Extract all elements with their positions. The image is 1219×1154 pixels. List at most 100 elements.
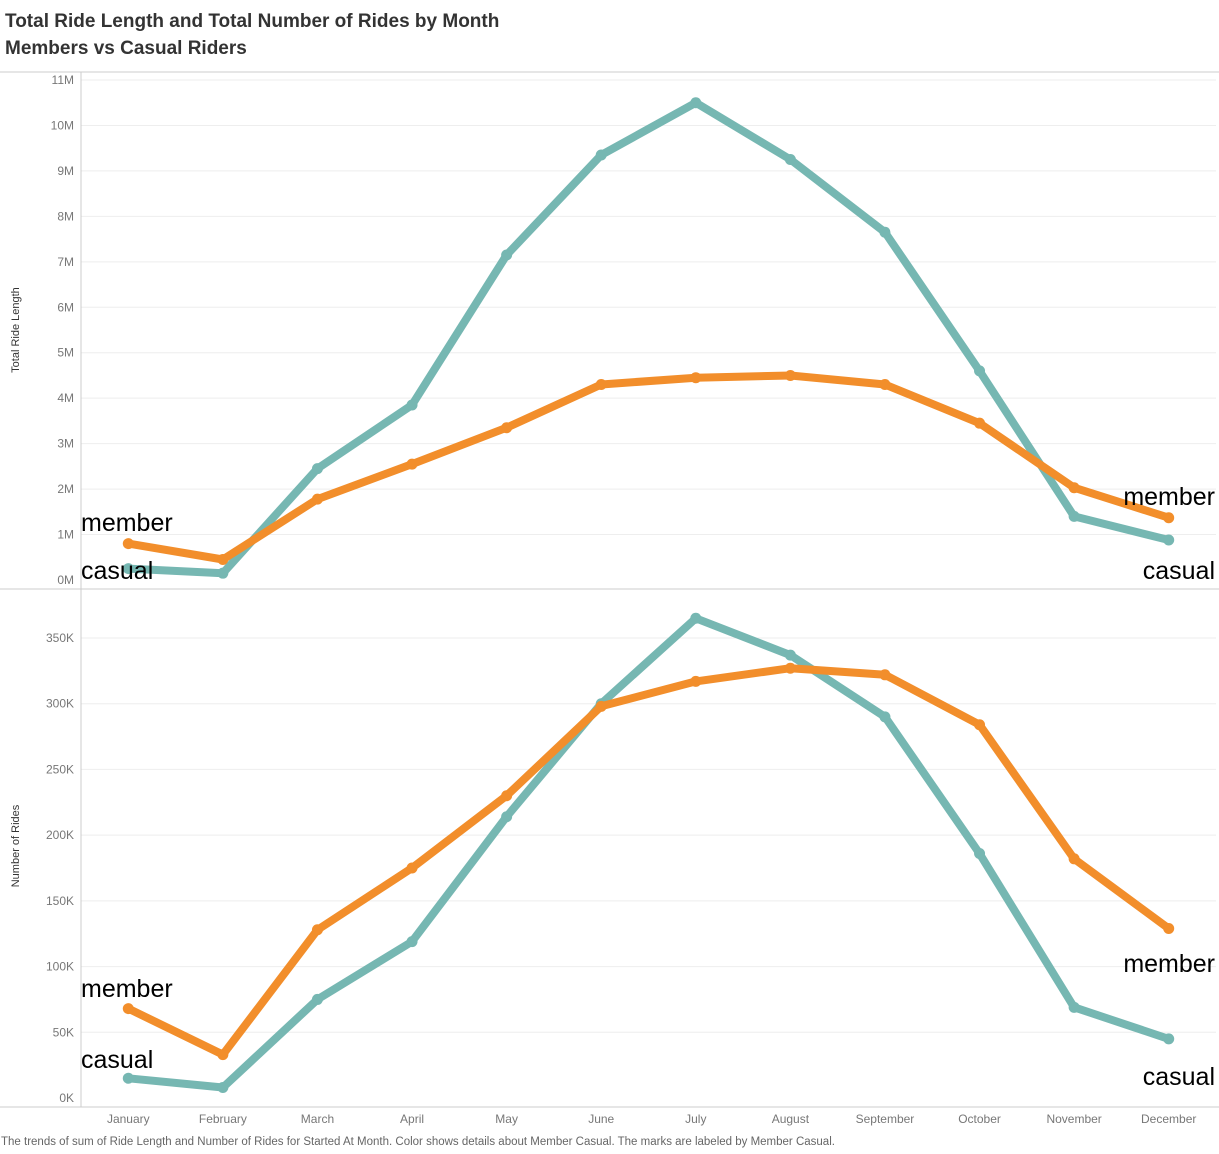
data-point-casual bbox=[1163, 534, 1175, 546]
data-point-casual bbox=[406, 399, 418, 411]
y-axis-title: Number of Rides bbox=[10, 804, 22, 887]
data-point-member bbox=[595, 700, 607, 712]
x-tick-label: June bbox=[588, 1112, 614, 1126]
data-point-member bbox=[501, 422, 513, 434]
series-label-member: member bbox=[1123, 483, 1215, 511]
data-point-member bbox=[311, 924, 323, 936]
y-tick-label: 150K bbox=[46, 894, 74, 908]
y-tick-label: 100K bbox=[46, 960, 74, 974]
y-tick-label: 11M bbox=[52, 73, 74, 87]
data-point-member bbox=[1068, 853, 1080, 865]
x-tick-label: July bbox=[685, 1112, 706, 1126]
series-line-casual bbox=[124, 614, 1173, 1092]
series-label-member: member bbox=[81, 509, 173, 537]
data-point-casual bbox=[784, 154, 796, 166]
data-point-casual bbox=[690, 97, 702, 109]
data-point-casual bbox=[784, 649, 796, 661]
y-tick-label: 2M bbox=[57, 482, 74, 496]
y-tick-label: 7M bbox=[57, 255, 74, 269]
x-tick-label: August bbox=[772, 1112, 810, 1126]
series-label-member: member bbox=[81, 975, 173, 1003]
data-point-casual bbox=[690, 612, 702, 624]
y-tick-label: 8M bbox=[57, 209, 74, 223]
data-point-member bbox=[311, 493, 323, 505]
series-label-casual: casual bbox=[1143, 1063, 1215, 1091]
data-point-member bbox=[784, 369, 796, 381]
data-point-casual bbox=[311, 993, 323, 1005]
title-line-2: Members vs Casual Riders bbox=[5, 38, 247, 59]
series-label-casual: casual bbox=[81, 557, 153, 585]
x-tick-label: March bbox=[301, 1112, 334, 1126]
x-tick-label: January bbox=[107, 1112, 150, 1126]
data-point-member bbox=[1163, 512, 1175, 524]
data-point-member bbox=[879, 379, 891, 391]
x-tick-label: December bbox=[1141, 1112, 1196, 1126]
data-point-member bbox=[974, 417, 986, 429]
series-label-casual: casual bbox=[1143, 557, 1215, 585]
data-point-member bbox=[406, 862, 418, 874]
title-line-1: Total Ride Length and Total Number of Ri… bbox=[5, 11, 500, 32]
x-tick-label: November bbox=[1046, 1112, 1101, 1126]
y-tick-label: 9M bbox=[57, 164, 74, 178]
panel-2: 0K 50K 100K 150K 200K 250K 300K 350K Number of R… bbox=[10, 589, 1216, 1107]
data-point-casual bbox=[217, 567, 229, 579]
y-tick-label: 1M bbox=[57, 528, 74, 542]
chart-title: Total Ride Length and Total Number of Ri… bbox=[5, 8, 499, 62]
data-point-member bbox=[974, 719, 986, 731]
x-tick-label: May bbox=[495, 1112, 518, 1126]
y-tick-label: 300K bbox=[46, 697, 74, 711]
data-point-member bbox=[690, 372, 702, 384]
data-point-member bbox=[217, 1049, 229, 1061]
y-tick-label: 5M bbox=[57, 346, 74, 360]
data-point-casual bbox=[879, 711, 891, 723]
y-tick-label: 0K bbox=[59, 1091, 74, 1105]
x-tick-label: September bbox=[856, 1112, 915, 1126]
series-line-member bbox=[124, 371, 1173, 564]
x-tick-label: October bbox=[958, 1112, 1001, 1126]
data-point-casual bbox=[217, 1081, 229, 1093]
data-point-casual bbox=[974, 848, 986, 860]
data-point-casual bbox=[879, 226, 891, 238]
y-tick-label: 350K bbox=[46, 631, 74, 645]
data-point-member bbox=[690, 675, 702, 687]
data-point-casual bbox=[501, 811, 513, 823]
series-line-casual bbox=[124, 98, 1173, 578]
data-point-casual bbox=[406, 936, 418, 948]
panel-1: 0M 1M 2M 3M 4M 5M 6M 7M 8M 9M 10M 11M Total Ride Len… bbox=[10, 72, 1216, 589]
x-tick-label: April bbox=[400, 1112, 424, 1126]
data-point-member bbox=[122, 538, 134, 550]
chart-caption: The trends of sum of Ride Length and Num… bbox=[1, 1136, 835, 1148]
y-tick-label: 10M bbox=[51, 118, 74, 132]
x-tick-label: February bbox=[199, 1112, 247, 1126]
y-tick-label: 4M bbox=[57, 391, 74, 405]
data-point-member bbox=[1163, 922, 1175, 934]
data-point-member bbox=[406, 458, 418, 470]
series-label-member: member bbox=[1123, 950, 1215, 978]
data-point-member bbox=[501, 790, 513, 802]
y-tick-label: 50K bbox=[53, 1025, 74, 1039]
data-point-casual bbox=[501, 249, 513, 261]
y-tick-label: 6M bbox=[57, 300, 74, 314]
data-point-casual bbox=[1163, 1033, 1175, 1045]
series-line-member bbox=[124, 664, 1173, 1059]
y-tick-label: 250K bbox=[46, 762, 74, 776]
y-tick-label: 0M bbox=[57, 573, 74, 587]
data-point-member bbox=[122, 1003, 134, 1015]
series-label-casual: casual bbox=[81, 1046, 153, 1074]
data-point-member bbox=[595, 379, 607, 391]
data-point-casual bbox=[1068, 510, 1080, 522]
data-point-casual bbox=[595, 149, 607, 161]
data-point-member bbox=[879, 669, 891, 681]
data-point-casual bbox=[974, 365, 986, 377]
y-tick-label: 200K bbox=[46, 828, 74, 842]
data-point-casual bbox=[311, 463, 323, 475]
data-point-casual bbox=[122, 563, 134, 575]
data-point-member bbox=[784, 662, 796, 674]
data-point-casual bbox=[122, 1072, 134, 1084]
data-point-casual bbox=[1068, 1001, 1080, 1013]
y-tick-label: 3M bbox=[57, 437, 74, 451]
data-point-member bbox=[1068, 482, 1080, 494]
y-axis-title: Total Ride Length bbox=[10, 287, 22, 373]
data-point-member bbox=[217, 554, 229, 566]
